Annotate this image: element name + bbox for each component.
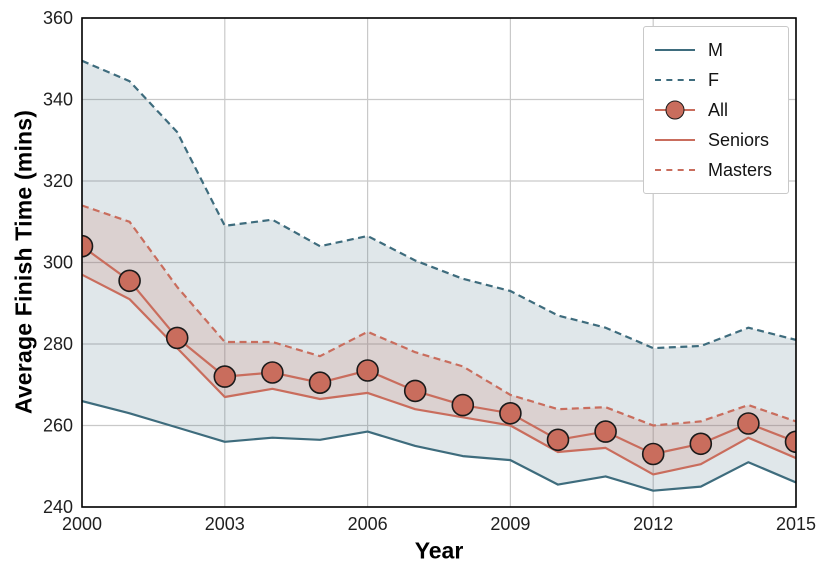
circle-marker-icon (82, 234, 94, 258)
y-axis-label: Average Finish Time (mins) (10, 109, 37, 415)
legend-item-m: M (655, 35, 782, 65)
legend-label: Masters (708, 159, 773, 180)
y-tick-label: 280 (43, 334, 73, 354)
circle-marker-icon (165, 326, 189, 350)
circle-marker-icon (737, 412, 760, 435)
circle-marker-icon (308, 371, 332, 395)
circle-marker-icon (356, 359, 379, 382)
legend-label: F (708, 69, 719, 90)
x-tick-label: 2012 (633, 514, 673, 534)
circle-marker-icon (665, 100, 685, 120)
legend-label: All (708, 99, 729, 120)
legend-item-all: All (655, 95, 782, 125)
x-tick-label: 2000 (62, 514, 102, 534)
circle-marker-icon (546, 428, 570, 452)
band-seniors-masters (82, 205, 796, 475)
legend-sample-solid-line (655, 139, 695, 141)
y-tick-label: 360 (43, 8, 73, 28)
series-line-m (82, 400, 796, 492)
y-tick-label: 260 (43, 416, 73, 436)
y-tick-label: 320 (43, 171, 73, 191)
circle-marker-icon (784, 430, 796, 454)
legend-label: Seniors (708, 129, 770, 150)
circle-marker-icon (499, 401, 522, 425)
legend-sample-marker-line (655, 100, 695, 120)
legend-sample-solid-line (655, 49, 695, 51)
y-tick-label: 240 (43, 497, 73, 517)
legend-sample-dashed-line (655, 79, 695, 81)
legend-item-f: F (655, 65, 782, 95)
circle-marker-icon (261, 361, 284, 384)
circle-marker-icon (403, 379, 427, 403)
series-line-f (82, 59, 796, 350)
x-tick-label: 2009 (490, 514, 530, 534)
band-m-f (82, 60, 796, 491)
legend: M F All Seniors Masters (643, 26, 789, 194)
x-axis-label: Year (414, 537, 464, 564)
x-tick-label: 2006 (348, 514, 388, 534)
series-line-masters (82, 204, 796, 427)
circle-marker-icon (118, 269, 141, 293)
x-tick-label: 2015 (776, 514, 816, 534)
legend-item-seniors: Seniors (655, 125, 782, 155)
x-tick-label: 2003 (205, 514, 245, 534)
circle-marker-icon (641, 442, 665, 466)
legend-sample-dashed-line (655, 169, 695, 171)
y-tick-label: 340 (43, 90, 73, 110)
legend-item-masters: Masters (655, 155, 782, 185)
series-line-all (82, 245, 796, 456)
y-tick-label: 300 (43, 253, 73, 273)
series-line-seniors (82, 273, 796, 476)
plot-border (81, 17, 797, 508)
series-markers-all (82, 234, 796, 466)
circle-marker-icon (689, 432, 713, 456)
circle-marker-icon (594, 420, 617, 443)
circle-marker-icon (451, 393, 475, 417)
legend-label: M (708, 39, 723, 60)
circle-marker-icon (213, 365, 237, 388)
